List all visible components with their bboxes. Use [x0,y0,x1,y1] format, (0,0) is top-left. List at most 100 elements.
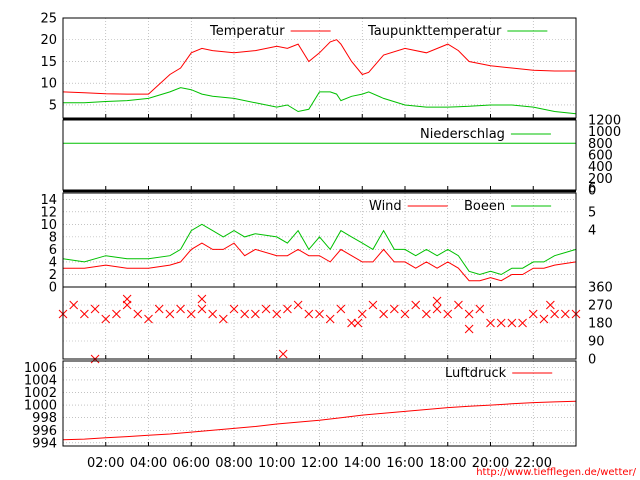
wind-direction-point [197,304,207,314]
x-tick-label: 16:00 [386,456,423,471]
panel-frame [62,360,577,447]
wind-direction-point [90,304,100,314]
wind-direction-point [496,318,506,328]
wind-direction-point [464,309,474,319]
wind-direction-point [347,318,356,328]
wind-direction-point [133,309,143,319]
y-tick-label: 15 [40,55,57,70]
y-tick-label: 270 [588,299,613,314]
wind-direction-point [422,309,431,319]
wind-direction-point [357,309,367,319]
wind-direction-point [278,349,288,359]
series-line-taupunkttemperatur [63,87,577,115]
y-tick-label: 12 [40,205,57,220]
y-tick-label: 2 [49,268,57,283]
wind-direction-point [432,304,442,314]
wind-direction-point [550,309,559,319]
y-tick-label: 996 [32,424,57,439]
wind-direction-point [261,304,271,314]
wind-direction-point [165,309,175,319]
wind-direction-point [208,309,217,319]
wind-direction-point [186,309,196,319]
series-line-boeen [62,223,577,276]
wind-direction-point [144,314,153,324]
wind-direction-point [454,300,463,310]
wind-direction-point [528,309,538,319]
y-tick-label: 994 [32,436,57,451]
wind-direction-point [304,309,314,319]
y-tick-label-right: 4 [588,224,596,239]
legend-label-boeen: Boeen [464,199,505,214]
y-tick-label: 90 [588,335,605,350]
legend-label-luftdruck: Luftdruck [445,366,507,381]
y-tick-label: 1000 [24,399,57,414]
wind-direction-point [545,300,555,310]
wind-direction-point [539,314,549,324]
wind-direction-point [325,314,335,324]
series-line-temperatur [62,39,576,95]
y-tick-label-right: 5 [588,206,596,221]
y-tick-label: 25 [40,12,57,27]
wind-direction-point [69,300,79,310]
y-tick-label: 10 [40,77,57,92]
y-tick-label: 800 [588,137,613,152]
y-tick-label: 200 [588,172,613,187]
grid-layer [63,17,576,446]
wind-direction-point [315,309,324,319]
y-tick-label: 10 [40,218,57,233]
wind-direction-point [176,304,185,314]
y-tick-label: 0 [49,281,57,296]
y-tick-label: 5 [49,98,57,113]
wind-direction-point [197,294,207,304]
y-tick-label: 14 [40,193,57,208]
wind-direction-point [229,304,239,314]
wind-direction-point [368,300,378,310]
source-url: http://www.tiefflegen.de/wetter/ [476,467,636,478]
y-tick-label: 998 [32,411,57,426]
series-layer [58,39,581,441]
y-tick-label: 1004 [24,373,57,388]
wind-direction-point [218,314,228,324]
y-tick-label: 1002 [24,386,57,401]
wind-direction-point [411,300,421,310]
x-tick-label: 08:00 [215,456,252,471]
wind-direction-point [560,309,570,319]
wind-direction-point [154,304,164,314]
wind-direction-point [240,309,250,319]
legend-label-wind: Wind [369,199,402,214]
x-tick-label: 02:00 [87,456,124,471]
x-tick-label: 06:00 [173,456,210,471]
y-tick-label: 180 [588,317,613,332]
y-tick-label-right: 6 [588,182,596,197]
x-tick-label: 22:00 [515,456,552,471]
y-tick-label: 1000 [588,125,621,140]
wind-direction-point [443,309,453,319]
y-tick-label: 0 [588,184,596,199]
y-tick-label: 20 [40,33,57,48]
series-line-luftdruck [62,400,577,441]
y-tick-label: 360 [588,281,613,296]
wind-direction-point [486,318,495,328]
wind-direction-point [272,309,282,319]
wind-direction-point [464,324,474,334]
wind-direction-point [379,309,388,319]
y-tick-label: 0 [588,353,596,368]
x-tick-label: 20:00 [472,456,509,471]
y-tick-label: 400 [588,160,613,175]
wind-direction-point [353,318,363,328]
wind-direction-point [475,304,485,314]
series-line-wind [63,242,577,282]
x-tick-label: 10:00 [258,456,295,471]
legend-label-temperatur: Temperatur [209,24,285,39]
x-tick-label: 14:00 [344,456,381,471]
wind-direction-point [251,309,260,319]
x-tick-label: 12:00 [301,456,338,471]
y-tick-label: 1006 [24,361,57,376]
wind-direction-point [122,294,132,304]
y-tick-label: 1200 [588,114,621,129]
wind-direction-point [336,304,346,314]
wind-direction-point [518,318,527,328]
x-tick-label: 18:00 [429,456,466,471]
